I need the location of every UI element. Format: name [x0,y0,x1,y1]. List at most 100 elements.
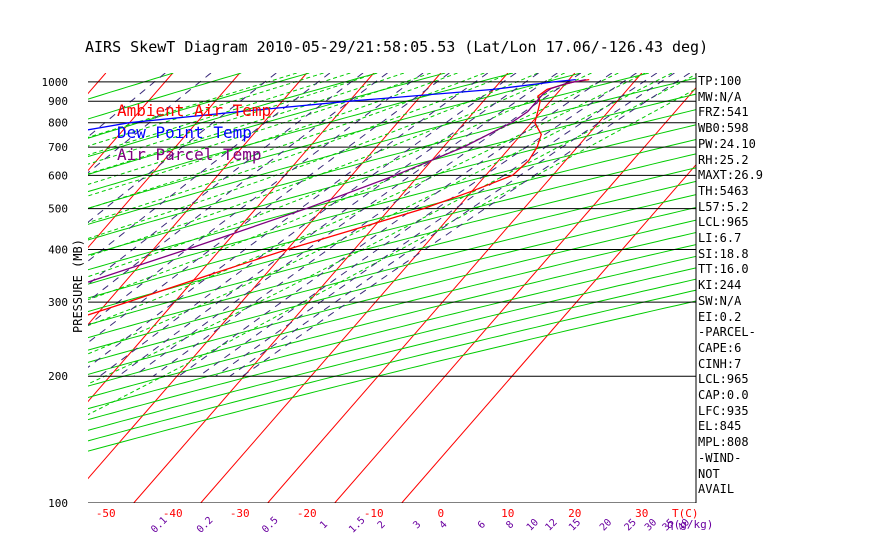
stability-index-item: PW:24.10 [698,136,756,151]
stability-index-item: L57:5.2 [698,199,749,214]
stability-index-item: MAXT:26.9 [698,168,764,183]
pressure-tick-label: 900 [48,95,68,108]
stability-index-item: EL:845 [698,419,742,434]
bottom-temp-tick-label: -10 [364,507,384,520]
stability-index-item: FRZ:541 [698,105,749,120]
dry-adiabat-line [88,180,696,339]
mixing-ratio-line [229,73,675,377]
bottom-temperature-axis: -50 -40 -30 -20 -10 0 10 20 30 [96,507,649,520]
mixing-ratio-tick-label: 3 [411,519,423,531]
bottom-temp-tick-label: 0 [437,507,444,520]
mixing-ratio-tick-label: 4 [438,519,450,531]
bottom-temp-tick-label: -20 [297,507,317,520]
moist-adiabat-line [88,73,458,197]
isotherm-line [88,73,442,480]
pressure-tick-label: 400 [48,243,68,256]
dry-adiabat-line [88,138,696,299]
mixing-ratio-line [88,73,277,223]
dry-adiabat-line [88,219,696,375]
dry-adiabat-line [88,73,514,193]
stability-index-item: LCL:965 [698,372,749,387]
dry-adiabat-line [88,73,582,209]
dry-adiabat-line [88,167,696,326]
dry-adiabat-line [88,124,696,285]
mixing-ratio-line [242,73,691,377]
x-axis-label: T(C) [672,507,699,520]
mixing-ratio-tick-label: 0.2 [195,515,216,536]
mixing-ratio-tick-label: 0.5 [260,515,281,536]
dry-adiabat-line [88,194,696,351]
pressure-tick-label: 200 [48,370,68,383]
pressure-tick-label: 600 [48,169,68,182]
stability-index-item: EI:0.2 [698,309,742,324]
stability-index-item: MW:N/A [698,89,742,104]
stability-index-item: SW:N/A [698,293,742,308]
mixing-ratio-tick-label: 8 [504,519,516,531]
mixing-ratio-line [88,73,212,174]
mixing-ratio-line [215,73,658,377]
moist-adiabat-line [88,73,592,278]
moist-adiabat-line [88,73,485,210]
mixing-ratio-line [88,73,489,368]
isotherm-line [334,86,696,503]
mixing-ratio-line [88,73,424,326]
stability-index-item: AVAIL [698,482,735,497]
dry-adiabat-line [88,278,696,431]
moist-adiabat-line [88,73,539,239]
legend: Ambient Air Temp Dew Point Temp Air Parcel… [117,101,271,164]
stability-index-item: CINH:7 [698,356,742,371]
mixing-ratio-line [133,73,558,377]
stability-index-item: CAP:0.0 [698,388,749,402]
bottom-temp-tick-label: -30 [230,507,250,520]
bottom-temp-tick-label: -50 [96,507,116,520]
isotherm-line [88,73,308,326]
mixing-ratio-line [88,73,388,302]
sounding-series-line [88,78,590,316]
bottom-temp-tick-label: 10 [501,507,514,520]
bottom-temp-tick-label: 20 [568,507,581,520]
mixing-ratio-tick-label: 10 [525,517,541,533]
mixing-ratio-tick-label: 12 [543,517,559,533]
mixing-ratio-line [198,73,637,377]
mixing-ratio-line [99,73,517,377]
pressure-tick-label: 500 [48,203,68,216]
pressure-tick-label: 700 [48,141,68,154]
chart-title: AIRS SkewT Diagram 2010-05-29/21:58:05.5… [85,38,708,56]
stability-index-item: NOT [698,466,720,481]
pressure-tick-label: 800 [48,117,68,130]
mixing-ratio-tick-label: 6 [476,519,488,531]
dry-adiabat-line [88,267,696,421]
mixing-ratio-line [152,73,582,377]
legend-entry: Dew Point Temp [117,123,252,142]
stability-index-item: SI:18.8 [698,246,749,261]
pressure-tick-label: 100 [48,497,68,510]
legend-entry: Air Parcel Temp [117,145,262,164]
stability-index-item: TT:16.0 [698,262,749,277]
sounding-series-line [88,78,576,131]
moist-adiabat-line [88,73,619,301]
legend-entry: Ambient Air Temp [117,101,271,120]
moist-adiabat-line [88,73,673,355]
mixing-ratio-line [88,73,166,138]
dry-adiabat-line [88,73,378,158]
moist-adiabat-line [88,73,696,385]
stability-index-item: LCL:965 [698,215,749,230]
bottom-temp-tick-label: 30 [635,507,648,520]
moist-adiabat-line [88,88,696,416]
isotherm-line [133,73,509,503]
stability-index-item: KI:244 [698,278,742,293]
isotherm-line [88,73,241,249]
pressure-axis: 100 200 300 400 500 600 700 800 900 1000 [42,76,69,510]
stability-index-item: TP:100 [698,74,742,88]
isotherm-line [88,73,174,172]
mixing-ratio-label: q(g/kg) [667,518,713,531]
dry-adiabat-line [88,231,696,387]
pressure-tick-label: 1000 [42,76,69,89]
pressure-tick-label: 300 [48,296,68,309]
moist-adiabat-line [88,73,565,257]
dry-adiabat-line [88,73,446,175]
y-axis-label: PRESSURE (MB) [71,239,85,333]
isotherm-line [401,163,696,503]
mixing-ratio-tick-label: 20 [598,517,614,533]
